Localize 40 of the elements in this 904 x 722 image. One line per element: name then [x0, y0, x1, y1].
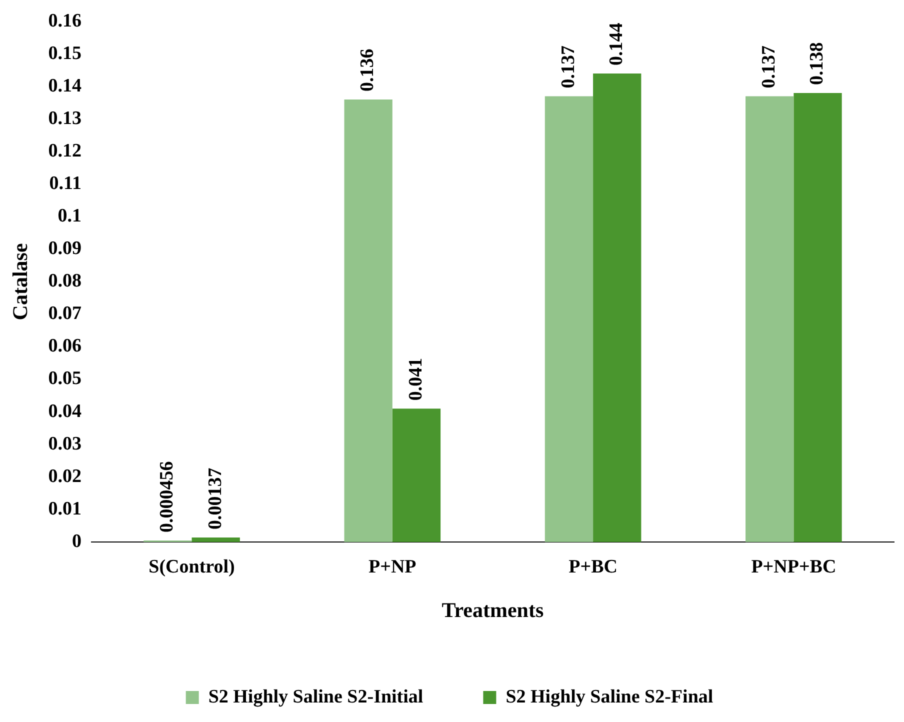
- y-tick-label: 0.07: [48, 303, 82, 324]
- y-tick-label: 0.14: [48, 75, 82, 96]
- data-label: 0.137: [558, 44, 579, 88]
- y-tick-label: 0.08: [48, 270, 82, 292]
- y-tick-label: 0: [72, 530, 82, 552]
- y-tick-label: 0.04: [48, 400, 82, 422]
- y-tick-label: 0.16: [48, 10, 82, 32]
- x-tick-label: P+NP+BC: [751, 556, 836, 578]
- data-label: 0.000456: [156, 461, 178, 533]
- y-axis-title: Catalase: [8, 243, 32, 320]
- bar: [192, 538, 240, 542]
- data-label: 0.041: [405, 358, 426, 401]
- y-tick-label: 0.12: [48, 140, 82, 162]
- bar: [593, 73, 642, 542]
- x-axis-title: Treatments: [442, 598, 544, 622]
- y-tick-label: 0.15: [48, 42, 82, 64]
- y-tick-label: 0.01: [48, 498, 82, 520]
- y-tick-label: 0.03: [48, 433, 82, 454]
- bar: [746, 96, 794, 542]
- data-label: 0.00137: [204, 467, 226, 530]
- y-tick-label: 0.06: [48, 336, 82, 357]
- legend-label: S2 Highly Saline S2-Initial: [208, 686, 424, 708]
- bar: [344, 99, 392, 542]
- y-tick-label: 0.02: [48, 466, 82, 487]
- x-tick-label: S(Control): [148, 556, 235, 578]
- bar: [392, 408, 441, 542]
- y-tick-label: 0.11: [49, 172, 82, 194]
- y-tick-label: 0.05: [48, 368, 82, 390]
- bar: [794, 92, 842, 542]
- y-tick-label: 0.13: [48, 108, 82, 129]
- y-tick-label: 0.1: [58, 206, 82, 227]
- bar: [544, 96, 594, 542]
- data-label: 0.138: [806, 42, 828, 85]
- legend-label: S2 Highly Saline S2-Final: [506, 686, 714, 708]
- x-tick-label: P+NP: [368, 556, 417, 578]
- data-label: 0.144: [606, 22, 628, 66]
- y-tick-label: 0.09: [48, 238, 82, 260]
- x-tick-label: P+BC: [568, 556, 618, 578]
- data-label: 0.137: [758, 44, 780, 88]
- data-label: 0.136: [357, 48, 378, 92]
